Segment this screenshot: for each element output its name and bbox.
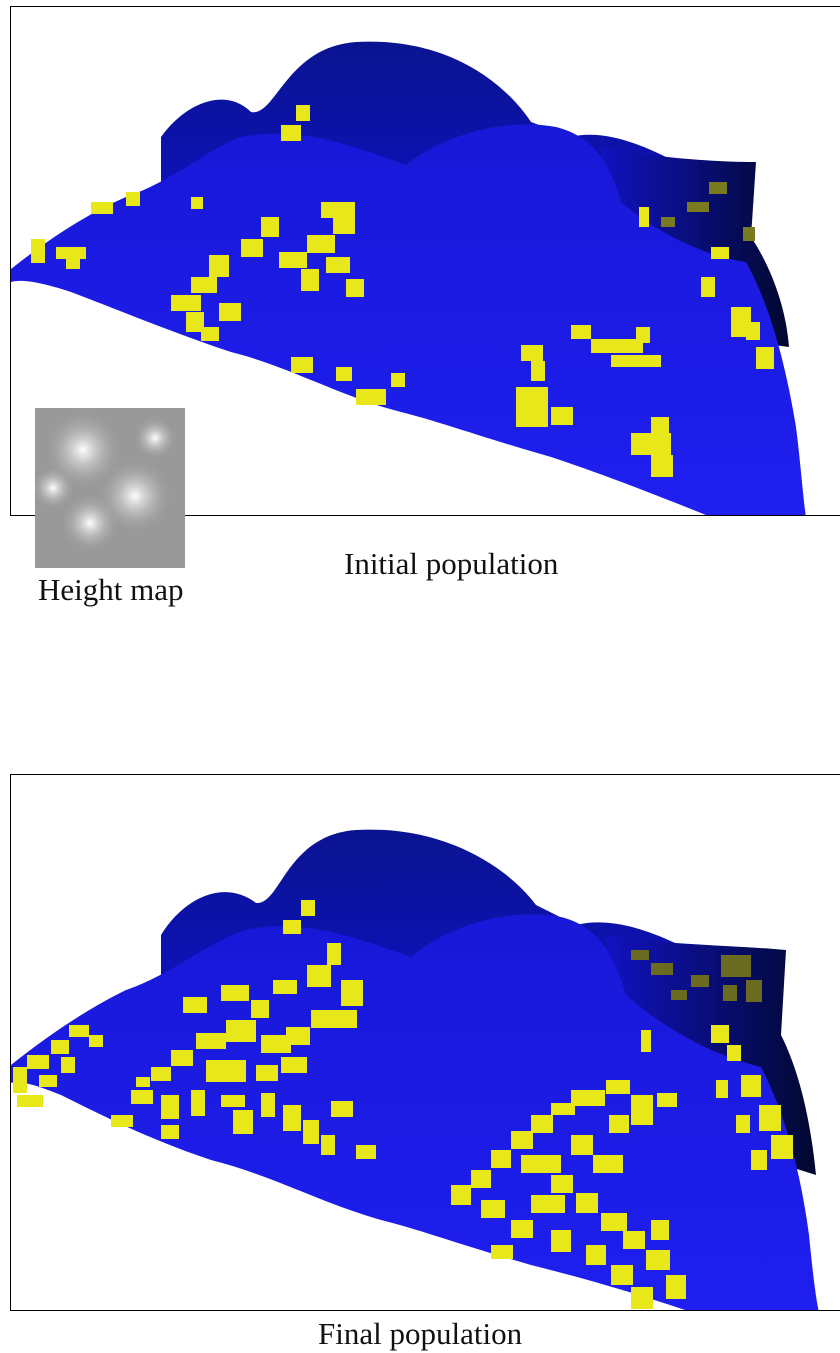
population-cells-far-final: [631, 950, 762, 1002]
front-surface: [11, 124, 806, 515]
final-population-caption: Final population: [318, 1316, 523, 1351]
height-map-image: [35, 408, 185, 568]
terrain-render-final: [11, 829, 819, 1310]
population-cells-far-initial: [661, 182, 755, 241]
terrain-render-initial: [11, 41, 806, 515]
population-cells-initial: [31, 105, 673, 477]
height-map-label: Height map: [38, 572, 184, 607]
front-surface: [11, 914, 819, 1310]
final-population-panel: [10, 774, 840, 1311]
population-cells-final: [13, 900, 793, 1309]
initial-population-caption: Initial population: [344, 546, 559, 581]
